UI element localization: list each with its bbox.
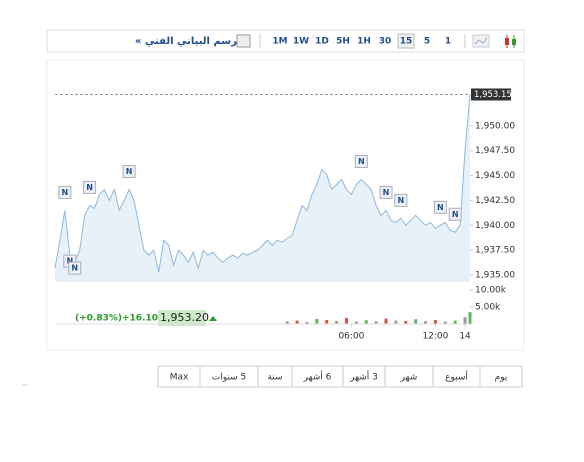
range-label: سنة [267,373,282,383]
range-label: 3 أشهر [349,371,378,383]
timeframe-button[interactable]: 1H [357,37,371,47]
timeframe-selected [397,33,415,49]
volume-tick-label: 10.00k [475,286,507,296]
volume-bar [453,320,457,324]
range-label: 6 أشهر [303,371,332,383]
volume-bar [424,321,428,324]
volume-bar [414,319,418,324]
volume-bar [374,321,378,324]
last-price-label: 1,953.15 [474,90,512,100]
range-label: يوم [495,373,508,383]
news-marker[interactable] [83,180,97,194]
volume-tick-label: 5.00k [475,303,501,313]
last-price-box [471,88,511,101]
news-label: N [66,257,73,266]
volume-bar [364,320,368,324]
volume-bar [325,319,329,324]
news-marker[interactable] [122,164,136,178]
range-label: شهر [400,373,418,383]
y-tick-label: 1,950.00 [475,121,515,131]
news-label: N [62,188,69,197]
news-marker[interactable] [68,261,82,275]
up-arrow [209,316,217,321]
change: +16.10 [122,314,158,324]
news-marker[interactable] [394,193,408,207]
news-label: N [397,196,404,205]
change-percent: (+0.83%) [75,314,122,324]
timeframe-button[interactable]: 1W [293,37,309,47]
volume-bar [404,320,408,324]
candle-body [512,39,516,45]
news-label: N [383,188,390,197]
volume-bar [468,312,472,324]
news-marker[interactable] [58,185,72,199]
volume-bar [384,318,388,324]
news-marker[interactable] [379,185,393,199]
y-tick-label: 1,947.50 [475,146,515,156]
x-tick-label: 14 [459,332,471,342]
range-label: Max [170,373,189,383]
volume-bar [344,317,348,324]
timeframe-button[interactable]: 30 [379,37,392,47]
news-label: N [86,183,93,192]
volume-bar [433,319,437,324]
timeframe-button[interactable]: 15 [400,37,413,47]
volume-bar [443,321,447,324]
candle-body [505,38,509,45]
volume-bar [394,320,398,324]
volume-bar [285,321,289,324]
area-fill [55,94,470,282]
news-marker[interactable] [448,207,462,221]
chart-title[interactable]: الرسم البياني الفني » [135,36,245,47]
price-line [54,94,471,273]
price-highlight [158,310,206,326]
x-tick-label: 06:00 [338,332,364,342]
y-tick-label: 1,940.00 [475,221,515,231]
news-label: N [71,264,78,273]
range-label: 5 سنوات [212,373,246,383]
news-label: N [452,210,459,219]
y-tick-label: 1,942.50 [475,196,515,206]
volume-bar [335,320,339,324]
news-marker[interactable] [433,200,447,214]
price: 1,953.20 [160,311,209,324]
timeframe-button[interactable]: 1D [315,37,329,47]
volume-bar [305,321,309,324]
volume-bar [354,321,358,324]
timeframe-button[interactable]: 1 [445,37,451,47]
candle-icon[interactable] [505,35,516,48]
news-label: N [126,167,133,176]
news-label: N [358,157,365,166]
news-label: N [437,203,444,212]
y-tick-label: 1,945.00 [475,171,515,181]
x-tick-label: 12:00 [422,332,448,342]
calendar-icon[interactable] [236,34,251,48]
timeframe-button[interactable]: 5 [424,37,430,47]
timeframe-button[interactable]: 5H [336,37,350,47]
volume-bar [463,317,467,324]
line-chart-glyph [474,37,488,45]
chart-frame [46,59,525,351]
range-label: أسبوع [445,371,468,383]
y-tick-label: 1,937.50 [475,246,515,256]
range-tab[interactable] [157,365,201,388]
news-marker[interactable] [354,155,368,169]
volume-bar [315,318,319,324]
timeframe-button[interactable]: 1M [272,37,287,47]
volume-bar [295,320,299,324]
y-tick-label: 1,935.00 [475,271,515,281]
